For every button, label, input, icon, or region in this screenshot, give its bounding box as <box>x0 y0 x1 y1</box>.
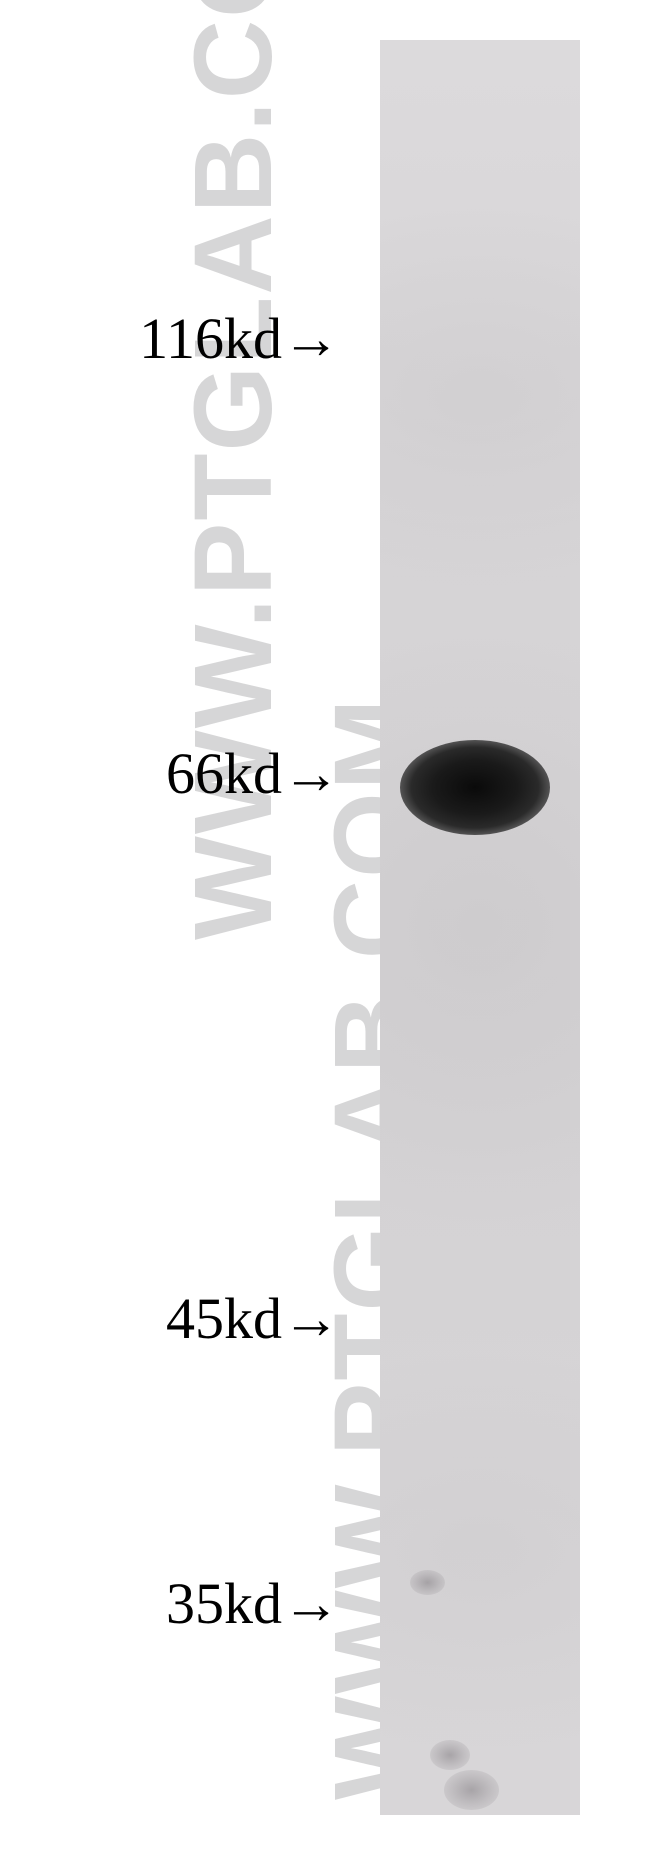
arrow-icon: → <box>282 740 340 807</box>
arrow-icon: → <box>282 1285 340 1352</box>
marker-45kd: 45kd→ <box>166 1285 340 1352</box>
marker-label-text: 35kd <box>166 1571 282 1636</box>
marker-66kd: 66kd→ <box>166 740 340 807</box>
markers-layer: 116kd→ 66kd→ 45kd→ 35kd→ <box>0 0 650 1855</box>
marker-label-text: 116kd <box>139 306 282 371</box>
marker-label-text: 45kd <box>166 1286 282 1351</box>
blot-container: WWW.PTGLAB.COM WWW.PTGLAB.COM 116kd→ 66k… <box>0 0 650 1855</box>
arrow-icon: → <box>282 305 340 372</box>
arrow-icon: → <box>282 1570 340 1637</box>
marker-116kd: 116kd→ <box>139 305 340 372</box>
marker-label-text: 66kd <box>166 741 282 806</box>
marker-35kd: 35kd→ <box>166 1570 340 1637</box>
